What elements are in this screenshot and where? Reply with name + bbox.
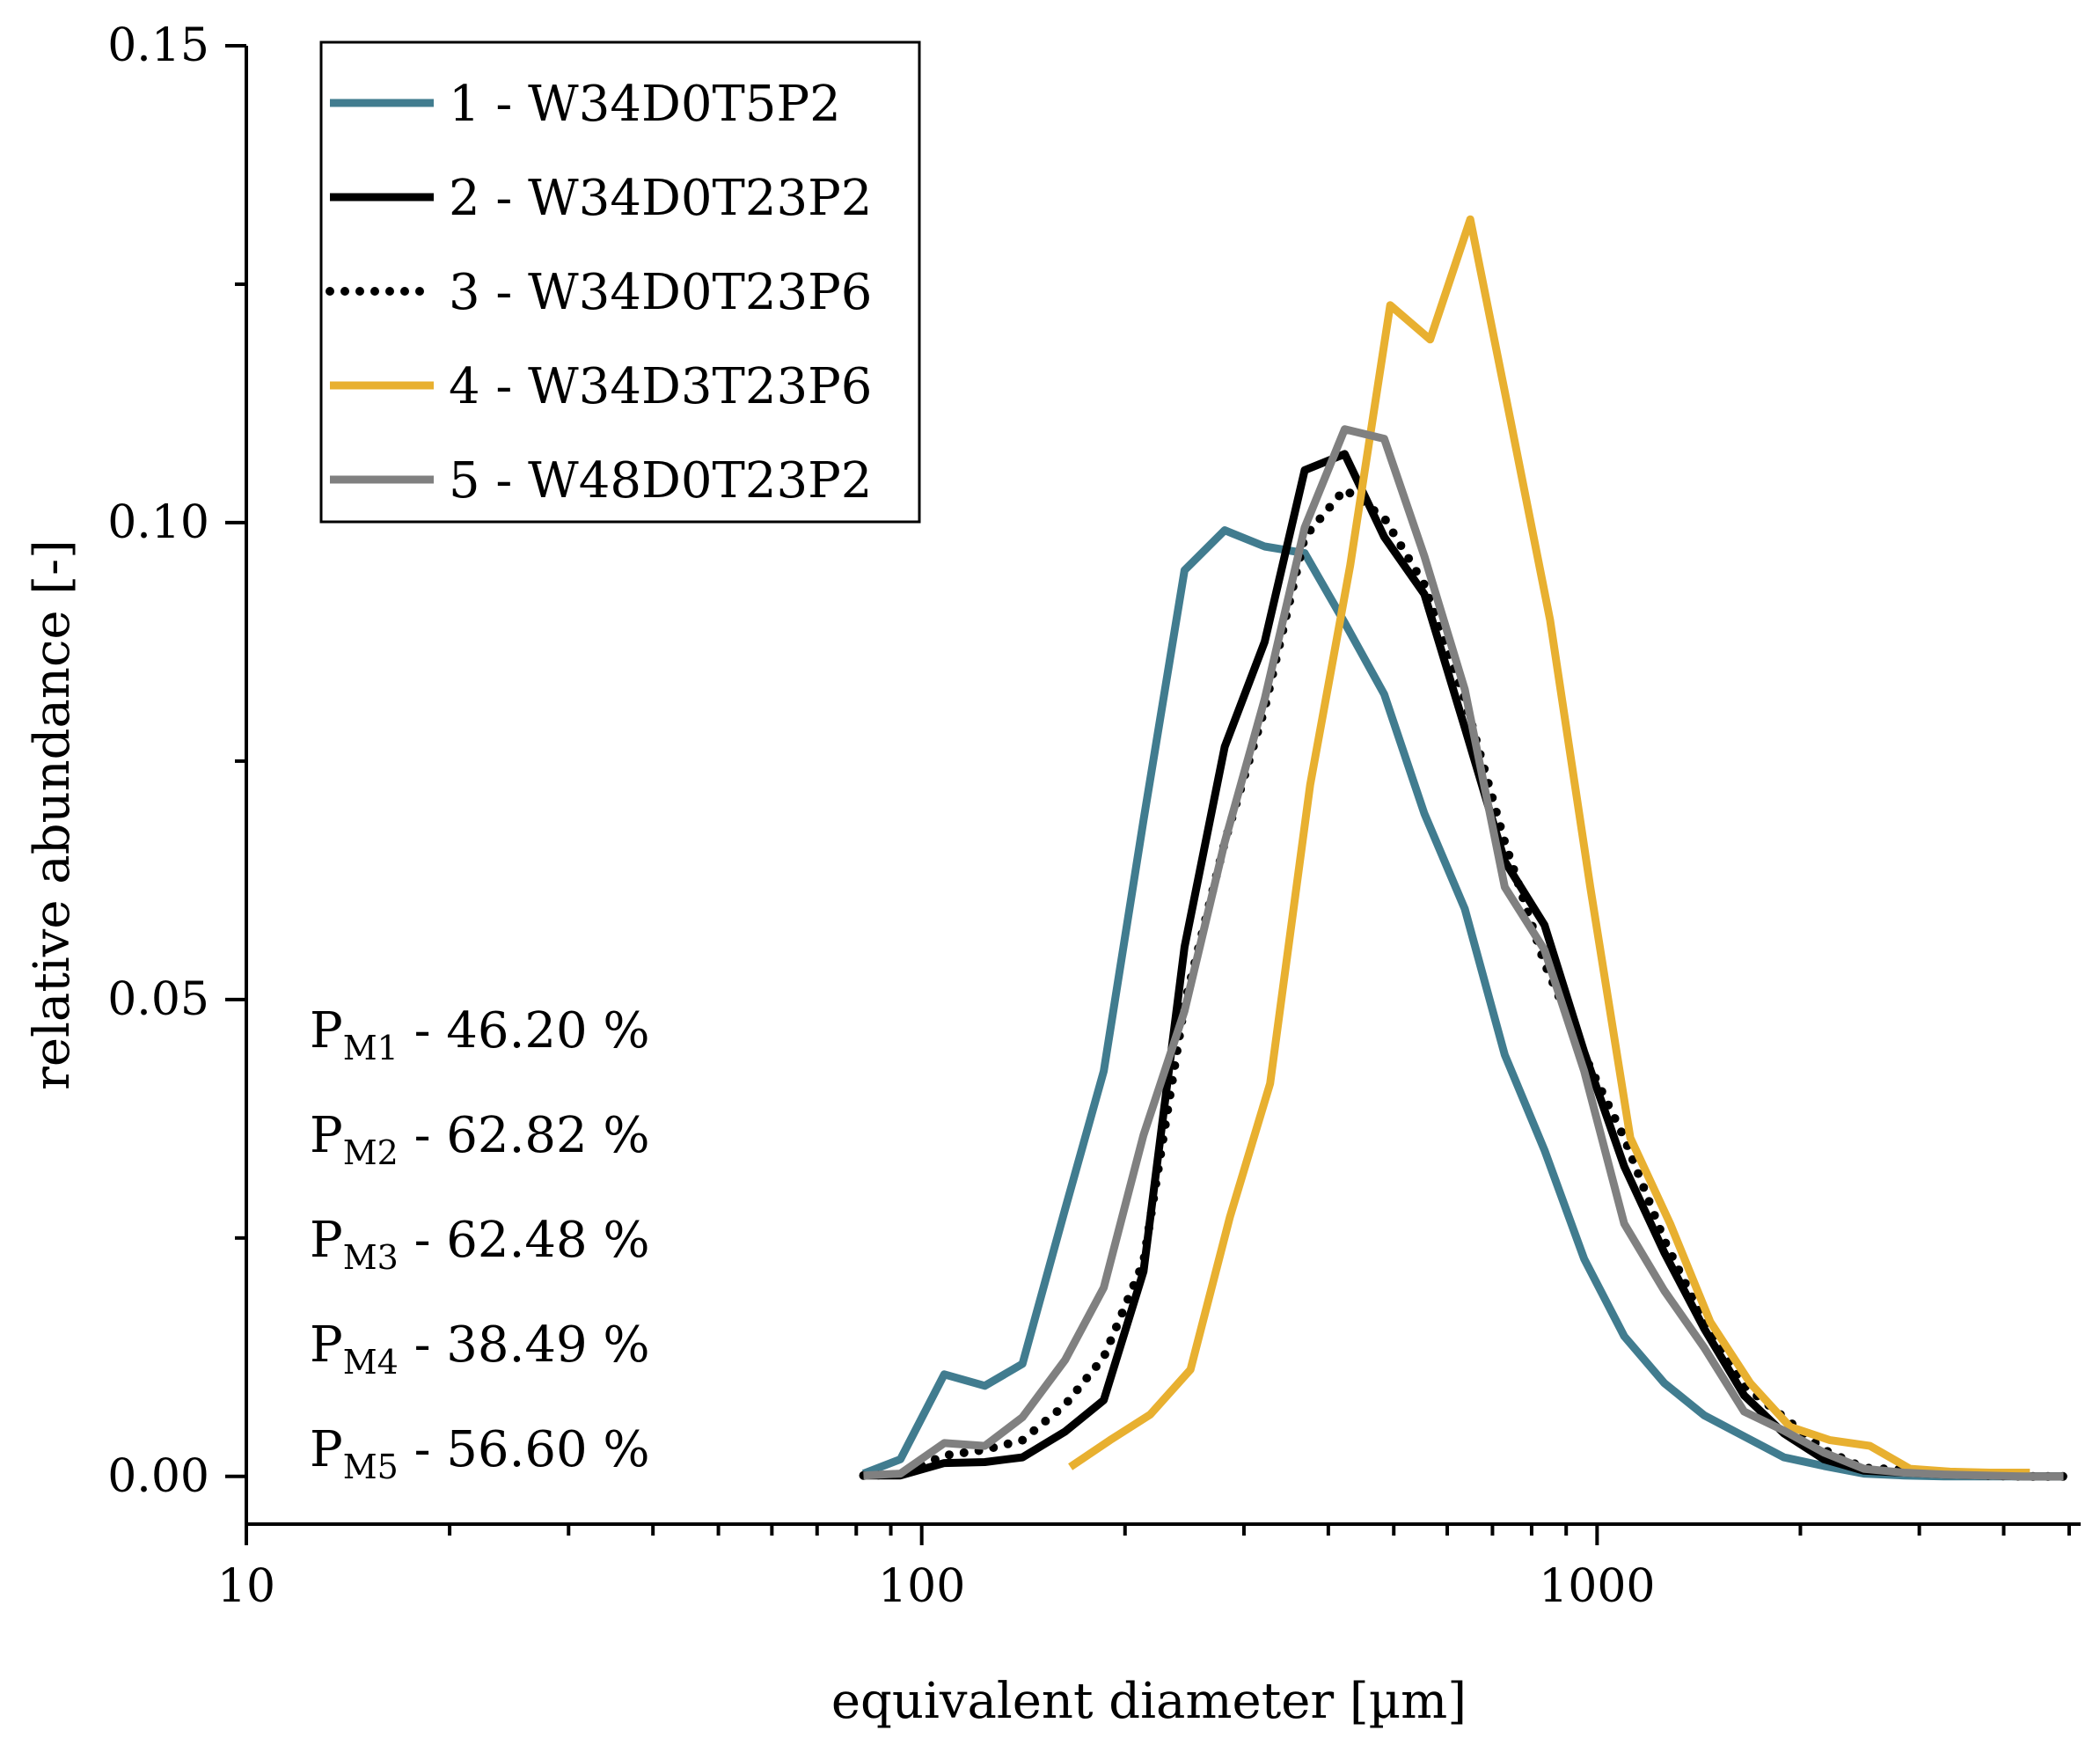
legend-label-3: 3 - W34D0T23P6: [449, 264, 872, 321]
y-tick-label: 0.15: [107, 19, 209, 72]
legend-label-5: 5 - W48D0T23P2: [449, 452, 872, 510]
x-axis-title: equivalent diameter [µm]: [831, 1673, 1467, 1730]
legend-label-2: 2 - W34D0T23P2: [449, 170, 872, 227]
x-tick-label: 1000: [1539, 1560, 1655, 1613]
legend-label-4: 4 - W34D3T23P6: [449, 358, 872, 415]
x-tick-label: 10: [217, 1560, 275, 1613]
series-line-5: [863, 425, 2064, 1481]
y-axis-title: relative abundance [-]: [24, 539, 81, 1090]
annotation-1: PM1 - 46.20 %: [310, 1002, 650, 1067]
legend-box: [319, 40, 921, 524]
axes-layer: 0.00 0.05 0.10 0.15 10 100 1000: [107, 19, 2081, 1613]
y-tick-label: 0.00: [107, 1450, 209, 1503]
series-line-4: [1068, 215, 2030, 1477]
series-layer: [859, 215, 2068, 1481]
annotation-3: PM3 - 62.48 %: [310, 1212, 650, 1277]
annotation-4: PM4 - 38.49 %: [310, 1316, 650, 1382]
y-tick-label: 0.05: [107, 973, 209, 1026]
annotation-2: PM2 - 62.82 %: [310, 1107, 650, 1172]
annotation-5: PM5 - 56.60 %: [310, 1421, 650, 1486]
x-tick-label: 100: [878, 1560, 965, 1613]
series-line-3: [859, 485, 2068, 1481]
legend: 1 - W34D0T5P2 2 - W34D0T23P2 3 - W34D0T23P…: [319, 40, 921, 524]
series-line-2: [863, 450, 2064, 1481]
y-tick-label: 0.10: [107, 496, 209, 549]
legend-label-1: 1 - W34D0T5P2: [449, 76, 841, 133]
annotations: PM1 - 46.20 % PM2 - 62.82 % PM3 - 62.48 % P…: [310, 1002, 650, 1486]
